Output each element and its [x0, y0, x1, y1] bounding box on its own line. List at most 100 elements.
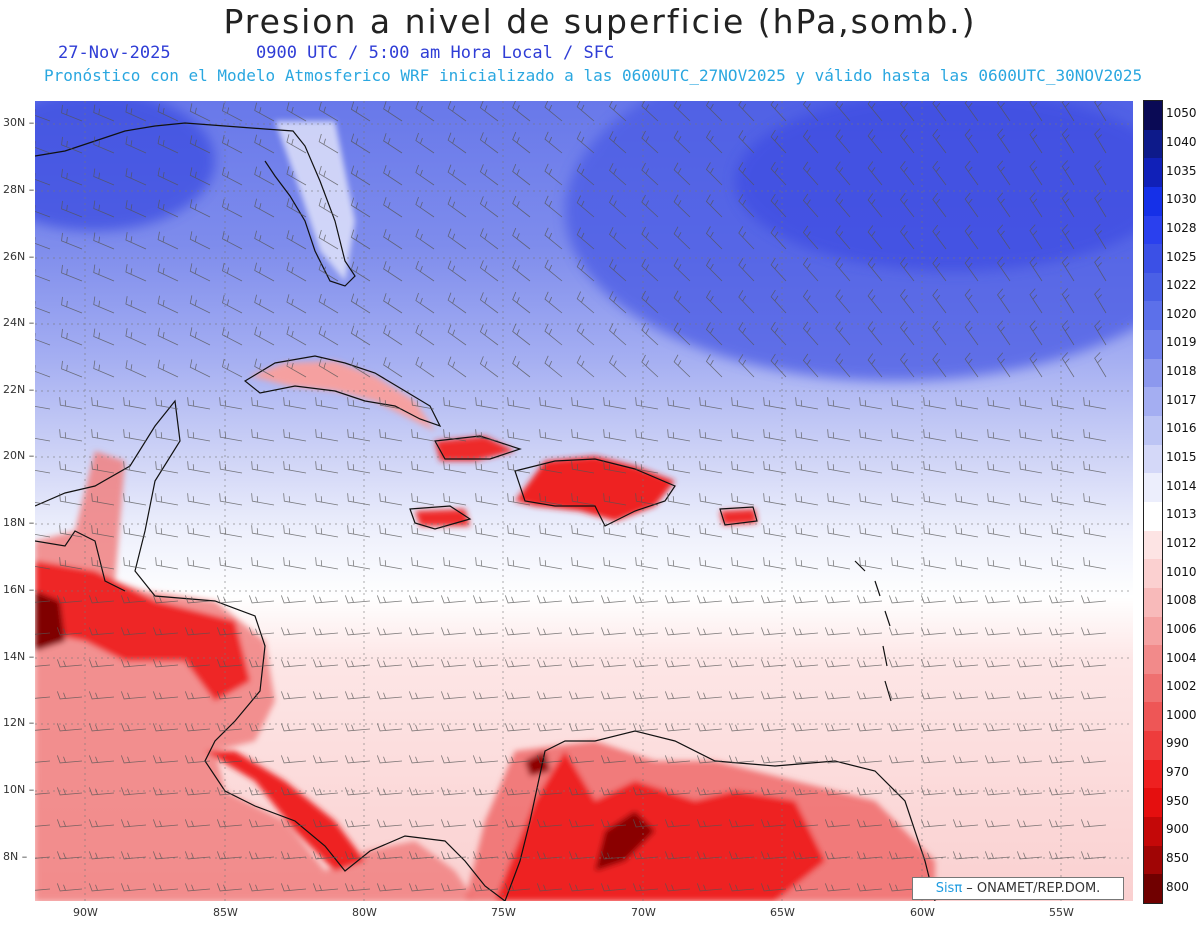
wind-barb — [93, 200, 115, 218]
colorbar-segment — [1144, 444, 1162, 474]
wind-barb — [379, 397, 403, 410]
wind-barb — [984, 595, 1011, 604]
wind-barb — [795, 525, 819, 538]
wind-barb — [1061, 128, 1075, 154]
wind-barb — [856, 883, 883, 892]
wind-barb — [987, 429, 1011, 442]
colorbar-segment — [1144, 731, 1162, 760]
wind-barb — [35, 301, 51, 314]
colorbar-segment — [1144, 272, 1162, 302]
lon-label: 70W — [631, 906, 656, 919]
wind-barb — [120, 595, 147, 604]
wind-barb — [920, 723, 947, 732]
colorbar-level: 950 — [1166, 793, 1189, 808]
wind-barb — [576, 291, 595, 314]
wind-barb — [632, 883, 659, 892]
wind-barb — [632, 723, 659, 732]
wind-barb — [763, 429, 787, 442]
wind-barb — [280, 691, 307, 700]
wind-barb — [899, 321, 915, 346]
wind-barb — [802, 353, 819, 378]
wind-barb — [952, 851, 979, 860]
wind-barb — [835, 161, 851, 186]
wind-barb — [705, 226, 723, 250]
wind-barb — [1061, 224, 1075, 250]
colorbar-level: 1016 — [1166, 421, 1197, 436]
wind-barb — [376, 883, 403, 892]
wind-barb — [88, 883, 115, 892]
wind-barb — [997, 320, 1011, 346]
colorbar-level: 1004 — [1166, 650, 1197, 665]
wind-barb — [600, 787, 627, 796]
wind-barb — [408, 851, 435, 860]
wind-barb — [376, 659, 403, 668]
wind-barb — [835, 101, 851, 122]
wind-barb — [856, 627, 883, 636]
wind-barb — [152, 723, 179, 732]
wind-barb — [315, 525, 339, 538]
wind-barb — [35, 141, 51, 154]
wind-barb — [35, 237, 51, 250]
wind-barb — [216, 883, 243, 892]
wind-barb — [920, 787, 947, 796]
wind-barb — [283, 557, 307, 570]
wind-barb — [888, 883, 915, 892]
wind-barb — [1083, 397, 1107, 410]
wind-barb — [760, 723, 787, 732]
wind-barb — [705, 101, 723, 122]
wind-barb — [125, 168, 147, 186]
wind-barb — [763, 525, 787, 538]
wind-barb — [504, 851, 531, 860]
wind-barb — [632, 755, 659, 764]
wind-barb — [603, 461, 627, 474]
colorbar-level: 1008 — [1166, 593, 1197, 608]
wind-barb — [35, 760, 51, 763]
wind-barb — [856, 819, 883, 828]
wind-barb — [376, 819, 403, 828]
wind-barb — [1048, 627, 1075, 636]
wind-barb — [184, 787, 211, 796]
wind-barb — [59, 557, 83, 570]
wind-barb — [835, 225, 851, 250]
wind-barb — [1016, 723, 1043, 732]
wind-barb — [923, 493, 947, 506]
wind-barb — [952, 755, 979, 764]
wind-barb — [318, 133, 339, 154]
wind-barb — [88, 691, 115, 700]
wind-barb — [443, 525, 467, 538]
wind-barb — [1019, 461, 1043, 474]
wind-barb — [123, 525, 147, 538]
wind-barb — [479, 196, 499, 218]
wind-barb — [859, 461, 883, 474]
wind-barb — [964, 288, 979, 314]
wind-barb — [35, 696, 51, 699]
wind-barb — [891, 557, 915, 570]
wind-barb — [1016, 819, 1043, 828]
wind-barb — [856, 755, 883, 764]
wind-barb — [408, 627, 435, 636]
wind-barb — [248, 755, 275, 764]
wind-barb — [286, 102, 307, 122]
wind-barb — [571, 525, 595, 538]
wind-barb — [699, 461, 723, 474]
wind-barb — [512, 195, 531, 218]
wind-barb — [802, 161, 819, 186]
wind-barb — [59, 429, 83, 442]
wind-barb — [731, 461, 755, 474]
wind-barb — [415, 356, 435, 378]
wind-barb — [120, 723, 147, 732]
colorbar-segment — [1144, 845, 1162, 875]
wind-barb — [350, 357, 371, 378]
wind-barb — [568, 723, 595, 732]
wind-barb — [760, 691, 787, 700]
wind-barb — [1080, 627, 1107, 636]
wind-barb — [795, 429, 819, 442]
wind-barb — [795, 493, 819, 506]
wind-barb — [571, 397, 595, 410]
wind-barb — [504, 595, 531, 604]
wind-barb — [1016, 627, 1043, 636]
wind-barb — [35, 437, 51, 442]
wind-barb — [536, 883, 563, 892]
colorbar-segment — [1144, 387, 1162, 417]
wind-barb — [867, 193, 883, 218]
